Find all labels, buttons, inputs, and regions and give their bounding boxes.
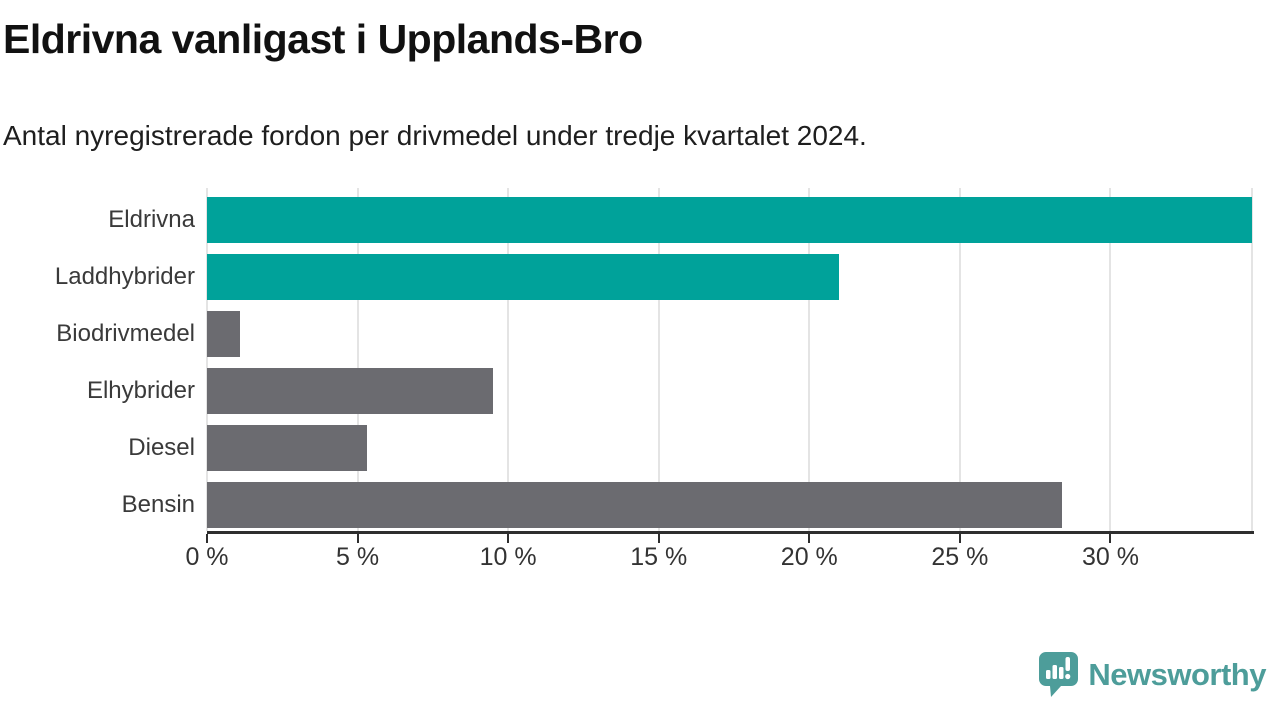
bar-elhybrider bbox=[207, 367, 494, 414]
chart-title: Eldrivna vanligast i Upplands-Bro bbox=[3, 16, 643, 62]
bar-eldrivna bbox=[207, 197, 1252, 243]
bar-diesel bbox=[207, 424, 367, 471]
x-tick-label-5: 5 % bbox=[336, 543, 380, 571]
category-label-laddhybrider: Laddhybrider bbox=[54, 262, 195, 290]
newsworthy-logo-text: Newsworthy bbox=[1088, 657, 1266, 692]
newsworthy-logo: Newsworthy bbox=[1038, 649, 1266, 701]
bar-bensin bbox=[207, 481, 1063, 528]
category-label-bensin: Bensin bbox=[121, 490, 195, 518]
x-axis-line bbox=[207, 531, 1254, 534]
x-tick-25 bbox=[958, 534, 961, 543]
x-tick-0 bbox=[206, 534, 208, 543]
bar-biodrivmedel bbox=[207, 310, 241, 357]
gridline-20 bbox=[808, 188, 811, 531]
x-tick-20 bbox=[808, 534, 811, 543]
x-tick-label-10: 10 % bbox=[479, 543, 537, 571]
category-label-biodrivmedel: Biodrivmedel bbox=[56, 319, 195, 347]
x-tick-label-20: 20 % bbox=[780, 543, 838, 571]
x-tick-label-30: 30 % bbox=[1081, 543, 1139, 571]
x-tick-30 bbox=[1109, 534, 1112, 543]
gridline-axis-end bbox=[1251, 188, 1253, 531]
gridline-30 bbox=[1109, 188, 1112, 531]
x-tick-label-0: 0 % bbox=[185, 543, 229, 571]
category-label-elhybrider: Elhybrider bbox=[86, 376, 195, 404]
category-label-eldrivna: Eldrivna bbox=[108, 206, 195, 233]
category-label-diesel: Diesel bbox=[128, 433, 195, 461]
gridline-10 bbox=[507, 188, 510, 531]
x-tick-10 bbox=[507, 534, 510, 543]
x-tick-label-25: 25 % bbox=[931, 543, 989, 571]
x-tick-15 bbox=[657, 534, 660, 543]
bar-laddhybrider bbox=[207, 253, 840, 300]
chart-subtitle: Antal nyregistrerade fordon per drivmede… bbox=[3, 120, 867, 151]
gridline-5 bbox=[356, 188, 359, 531]
gridline-25 bbox=[958, 188, 961, 531]
x-tick-5 bbox=[356, 534, 359, 543]
gridline-0 bbox=[206, 188, 208, 531]
x-tick-label-15: 15 % bbox=[630, 543, 688, 571]
gridline-15 bbox=[657, 188, 660, 531]
newsworthy-logo-icon bbox=[1039, 652, 1079, 697]
